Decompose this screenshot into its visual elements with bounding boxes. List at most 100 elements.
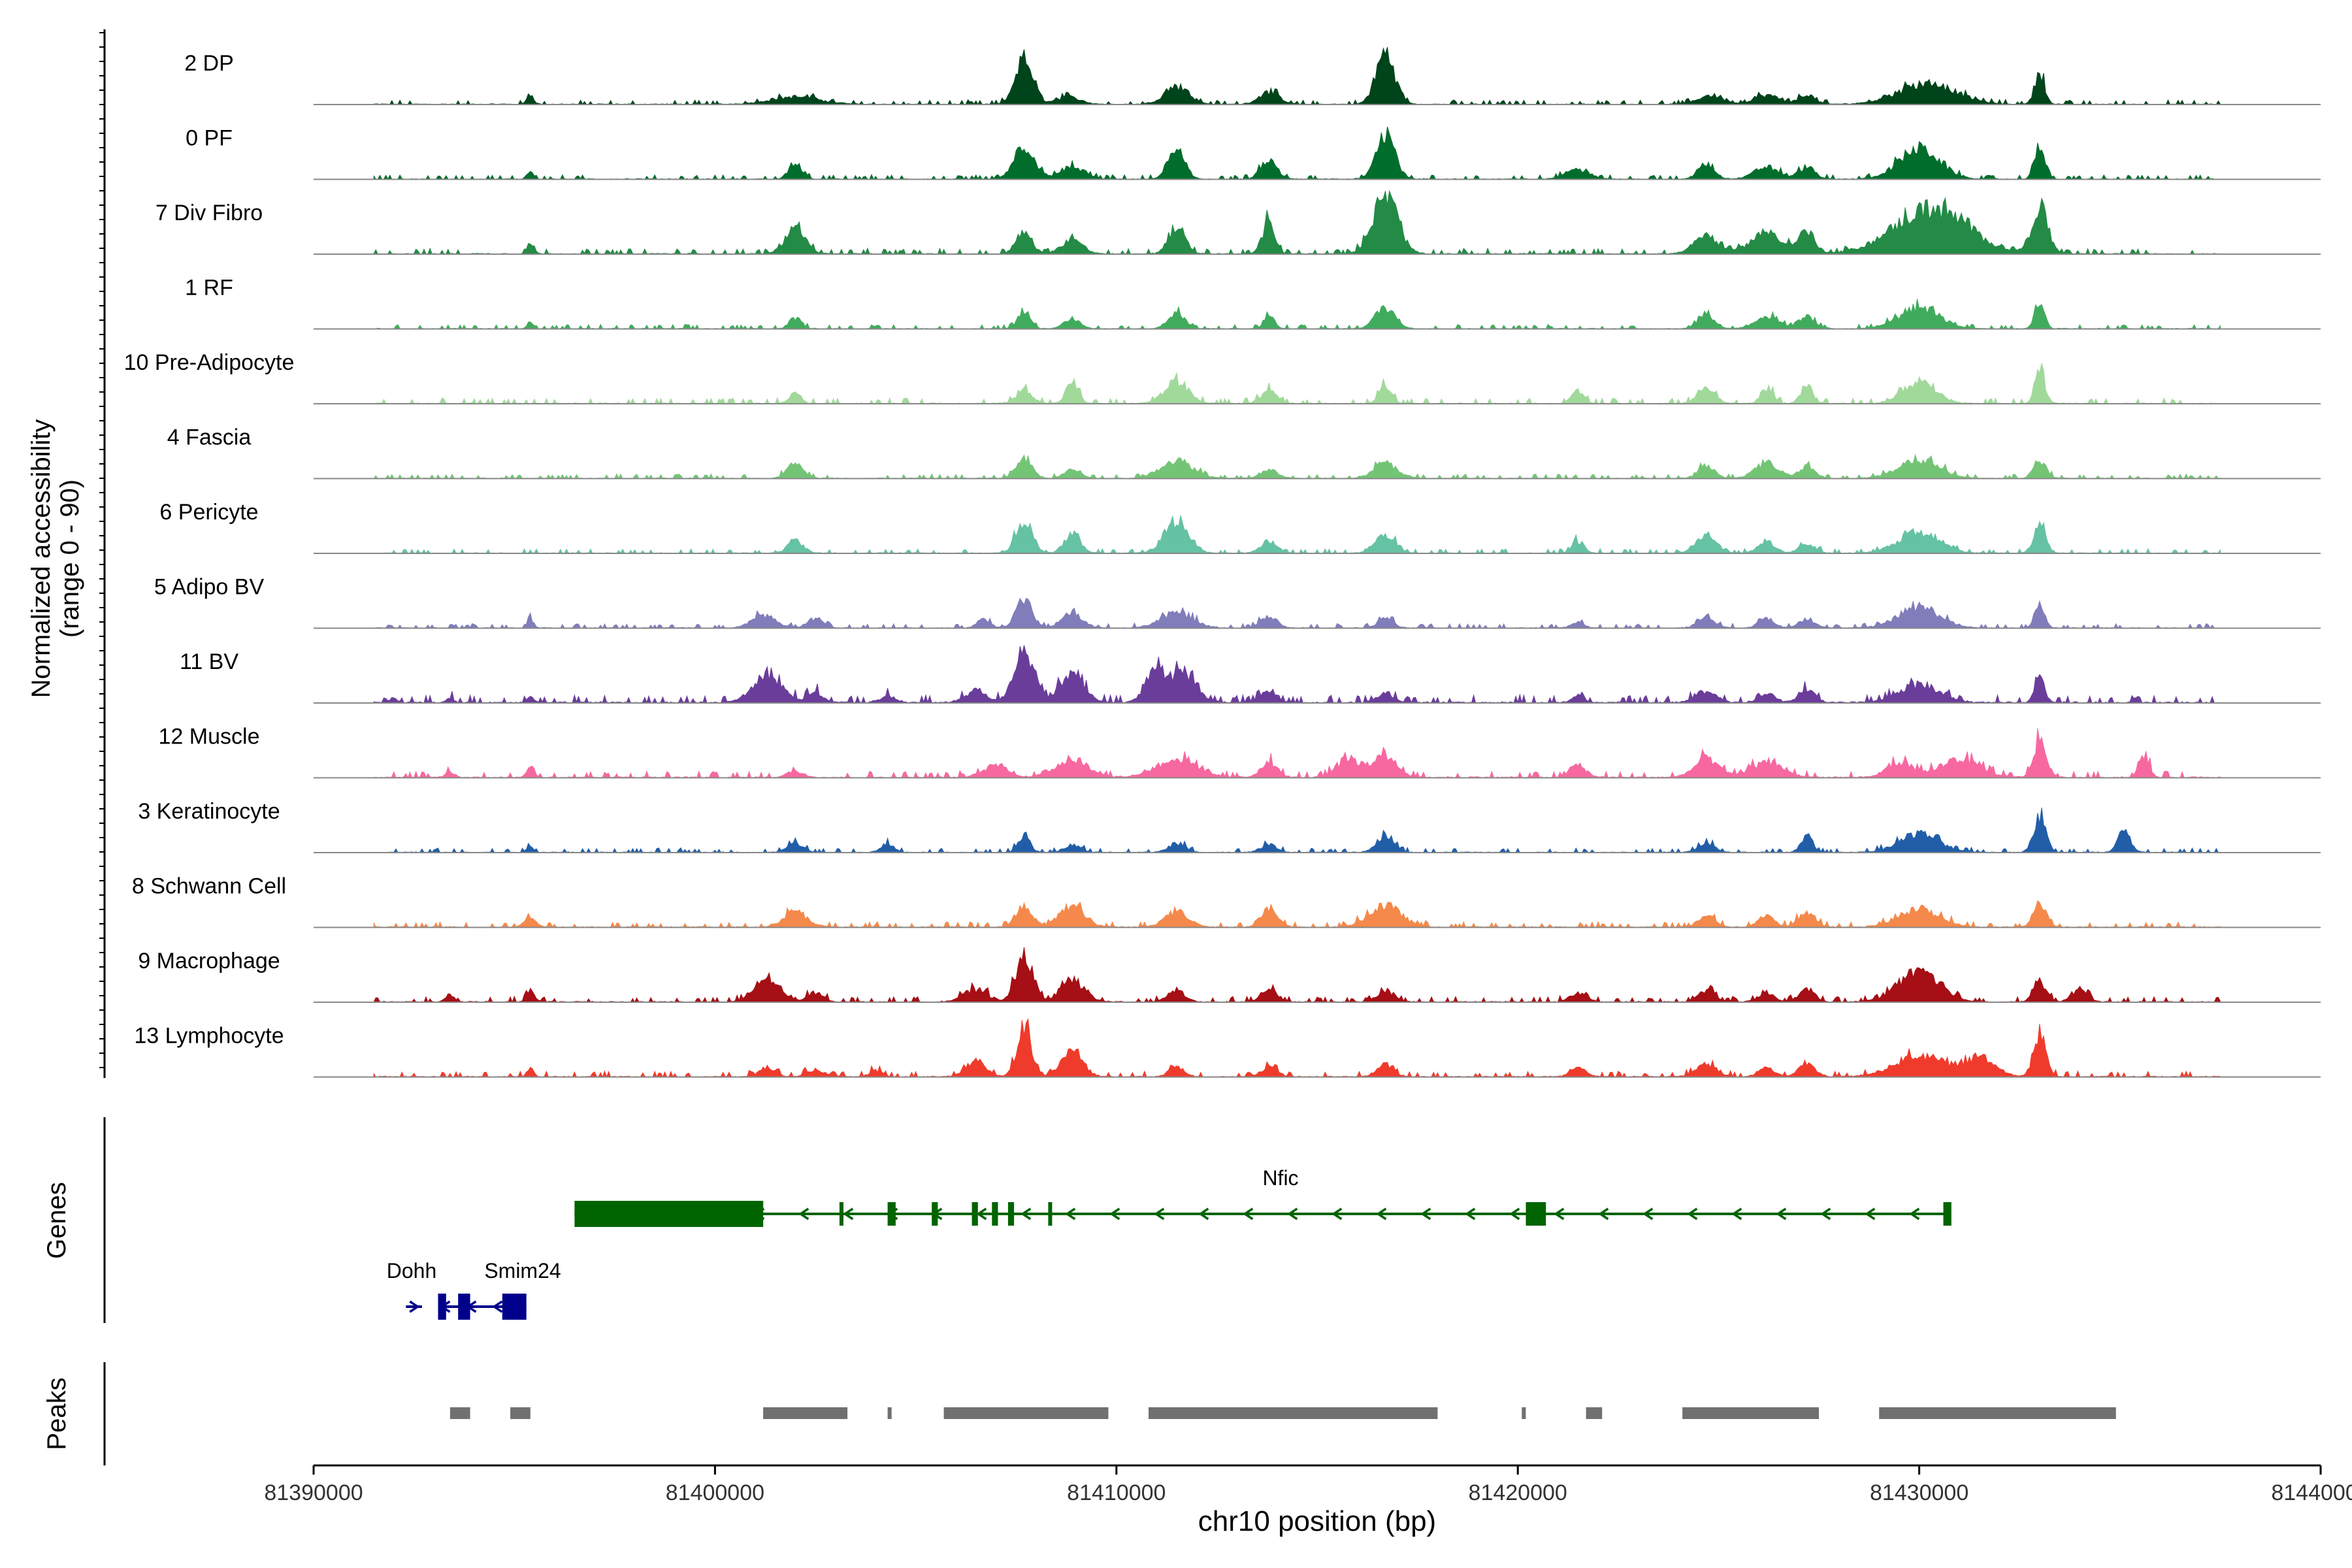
track-4-fascia: 4 Fascia — [167, 425, 2321, 480]
peak-region — [1586, 1407, 1603, 1419]
track-13-lymphocyte: 13 Lymphocyte — [134, 1018, 2321, 1078]
strand-chevron — [1865, 1207, 1876, 1220]
coverage-tracks: 2 DP 0 PF 7 Div Fibro 1 RF 10 Pre-Adipocyte 4… — [124, 47, 2321, 1078]
strand-chevron — [409, 1300, 420, 1313]
strand-chevron — [1021, 1207, 1032, 1220]
strand-chevron — [1509, 1207, 1520, 1220]
gene-label: Smim24 — [484, 1259, 561, 1282]
x-tick-label: 81390000 — [264, 1480, 363, 1505]
coverage-y-ticks — [99, 32, 105, 1068]
strand-chevron — [1776, 1207, 1787, 1220]
strand-chevron — [1554, 1207, 1565, 1220]
track-label: 8 Schwann Cell — [132, 874, 286, 899]
track-label: 5 Adipo BV — [154, 575, 265, 600]
gene-exon — [1526, 1202, 1546, 1226]
strand-chevron — [492, 1300, 503, 1313]
gene-exon — [1943, 1202, 1952, 1226]
strand-chevron — [1820, 1207, 1831, 1220]
x-axis-label: chr10 position (bp) — [1198, 1505, 1436, 1537]
gene-exon — [1048, 1202, 1053, 1226]
strand-chevron — [1154, 1207, 1165, 1220]
peak-region — [887, 1407, 892, 1419]
x-axis-ticks: 81390000 81400000 81410000 81420000 81430000… — [264, 1465, 2352, 1505]
peak-region — [510, 1407, 531, 1419]
gene-annotations: Nfic Dohh Smim24 — [387, 1166, 1952, 1320]
strand-chevron — [1642, 1207, 1654, 1220]
x-tick-label: 81440000 — [2271, 1480, 2352, 1505]
track-label: 13 Lymphocyte — [134, 1024, 284, 1049]
track-label: 0 PF — [186, 126, 233, 151]
x-tick-label: 81400000 — [666, 1480, 764, 1505]
gene-nfic: Nfic — [574, 1166, 1952, 1227]
track-0-pf: 0 PF — [186, 126, 2321, 180]
gene-exon — [1007, 1202, 1015, 1226]
strand-chevron — [1198, 1207, 1209, 1220]
track-1-rf: 1 RF — [185, 276, 2321, 330]
x-tick-label: 81410000 — [1067, 1480, 1166, 1505]
strand-chevron — [1687, 1207, 1698, 1220]
track-label: 2 DP — [184, 51, 234, 76]
gene-exon — [574, 1201, 764, 1227]
track-2-dp: 2 DP — [184, 47, 2321, 105]
genes-panel-label: Genes — [42, 1182, 71, 1259]
strand-chevron — [1420, 1207, 1431, 1220]
track-5-adipo-bv: 5 Adipo BV — [154, 575, 2321, 629]
strand-chevron — [1731, 1207, 1742, 1220]
track-label: 12 Muscle — [159, 725, 260, 749]
track-label: 4 Fascia — [167, 425, 252, 450]
track-8-schwann-cell: 8 Schwann Cell — [132, 874, 2321, 928]
gene-exon — [887, 1202, 896, 1226]
x-tick-label: 81420000 — [1469, 1480, 1567, 1505]
gene-exon — [458, 1294, 470, 1320]
track-label: 6 Pericyte — [159, 500, 258, 525]
gene-dohh: Dohh — [387, 1259, 437, 1313]
gene-exon — [839, 1202, 843, 1226]
peak-region — [1682, 1407, 1819, 1419]
peaks-panel-label: Peaks — [42, 1377, 71, 1450]
strand-chevron — [843, 1207, 854, 1220]
y-axis-label-line1: Normalized accessibility — [27, 419, 56, 698]
x-tick-label: 81430000 — [1870, 1480, 1968, 1505]
track-9-macrophage: 9 Macrophage — [138, 947, 2321, 1004]
gene-exon — [992, 1202, 998, 1226]
track-label: 7 Div Fibro — [155, 201, 263, 225]
strand-chevron — [1243, 1207, 1254, 1220]
track-label: 11 BV — [180, 649, 238, 674]
peak-region — [1879, 1407, 2116, 1419]
track-label: 9 Macrophage — [138, 949, 280, 973]
track-6-pericyte: 6 Pericyte — [159, 500, 2321, 555]
track-11-bv: 11 BV — [180, 645, 2321, 704]
coverage-area — [373, 808, 2221, 853]
track-7-div-fibro: 7 Div Fibro — [155, 189, 2321, 255]
track-10-pre-adipocyte: 10 Pre-Adipocyte — [124, 350, 2321, 405]
gene-label: Nfic — [1262, 1166, 1298, 1190]
strand-chevron — [1465, 1207, 1476, 1220]
track-label: 3 Keratinocyte — [138, 799, 280, 824]
strand-chevron — [976, 1207, 987, 1220]
coverage-area — [373, 645, 2221, 704]
track-label: 1 RF — [185, 276, 233, 301]
gene-label: Dohh — [387, 1259, 437, 1282]
peak-region — [763, 1407, 848, 1419]
y-axis-label-line2: (range 0 - 90) — [56, 480, 84, 638]
peak-region — [1149, 1407, 1438, 1419]
strand-chevron — [1331, 1207, 1343, 1220]
gene-exon — [932, 1202, 938, 1226]
gene-smim24: Smim24 — [438, 1259, 561, 1320]
strand-chevron — [1376, 1207, 1387, 1220]
peak-region — [943, 1407, 1109, 1419]
strand-chevron — [1109, 1207, 1120, 1220]
gene-exon — [972, 1202, 978, 1226]
track-3-keratinocyte: 3 Keratinocyte — [138, 799, 2321, 853]
strand-chevron — [798, 1207, 809, 1220]
gene-exon — [502, 1294, 527, 1320]
gene-exon — [438, 1294, 446, 1320]
strand-chevron — [1287, 1207, 1298, 1220]
peak-region — [449, 1407, 470, 1419]
track-label: 10 Pre-Adipocyte — [124, 350, 295, 375]
strand-chevron — [1065, 1207, 1076, 1220]
peak-region — [1522, 1407, 1526, 1419]
strand-chevron — [1909, 1207, 1920, 1220]
